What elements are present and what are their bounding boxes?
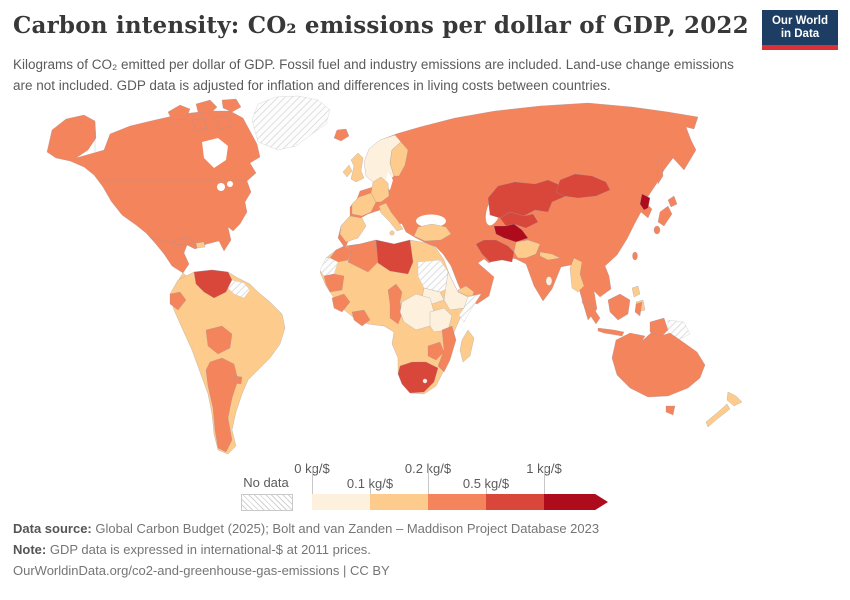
legend-bin-over-1[interactable] xyxy=(544,494,608,510)
legend-bin-0.1-0.2[interactable] xyxy=(370,494,428,510)
country-uk[interactable] xyxy=(350,152,365,183)
country-venezuela[interactable] xyxy=(193,269,233,299)
country-cameroon-congo[interactable] xyxy=(387,283,403,325)
country-zimbabwe[interactable] xyxy=(427,341,445,361)
country-lesotho[interactable] xyxy=(422,378,428,384)
country-libya[interactable] xyxy=(375,239,414,275)
footer-note-label: Note: xyxy=(13,542,47,557)
country-indonesia-java[interactable] xyxy=(597,327,625,337)
country-bolivia[interactable] xyxy=(205,325,233,355)
country-japan-honshu[interactable] xyxy=(657,205,673,227)
country-cuba[interactable] xyxy=(173,237,195,246)
legend-bin-0.2-0.5[interactable] xyxy=(428,494,486,510)
country-iceland[interactable] xyxy=(333,128,350,142)
legend-tickline-0 xyxy=(312,468,313,494)
legend-no-data-swatch[interactable] xyxy=(241,494,293,511)
country-iberia[interactable] xyxy=(339,215,367,243)
country-greenland[interactable] xyxy=(251,95,331,151)
legend-tick-01: 0.1 kg/$ xyxy=(346,476,394,491)
country-japan-kyushu[interactable] xyxy=(653,225,661,235)
country-sakhalin[interactable] xyxy=(656,157,664,185)
legend-tickline-02 xyxy=(428,468,429,494)
country-canada-arctic-3[interactable] xyxy=(221,98,242,113)
country-madagascar[interactable] xyxy=(459,329,475,363)
country-turkey[interactable] xyxy=(413,223,452,242)
footer-note-text: GDP data is expressed in international-$… xyxy=(46,542,371,557)
great-lakes-water xyxy=(217,183,225,191)
legend-tickline-01 xyxy=(370,488,371,494)
great-lakes-water xyxy=(227,181,233,187)
owid-logo[interactable]: Our World in Data xyxy=(762,10,838,50)
footer-data-source: Data source: Global Carbon Budget (2025)… xyxy=(13,521,599,536)
country-iran[interactable] xyxy=(475,239,515,263)
legend-tick-02: 0.2 kg/$ xyxy=(404,461,452,476)
country-canada-arctic-4[interactable] xyxy=(191,117,208,132)
country-finland[interactable] xyxy=(389,141,409,177)
country-germany[interactable] xyxy=(370,176,390,203)
footer-note: Note: GDP data is expressed in internati… xyxy=(13,542,371,557)
country-tasmania[interactable] xyxy=(665,405,676,416)
country-mauritania[interactable] xyxy=(323,273,345,293)
owid-logo-line2: in Data xyxy=(780,28,820,40)
legend-bin-0-0.1[interactable] xyxy=(312,494,370,510)
country-indonesia-borneo[interactable] xyxy=(607,293,631,321)
footer-data-source-label: Data source: xyxy=(13,521,92,536)
country-mongolia[interactable] xyxy=(555,173,611,199)
footer-data-source-text: Global Carbon Budget (2025); Bolt and va… xyxy=(91,521,600,536)
country-uruguay[interactable] xyxy=(233,375,243,385)
legend-tickline-05 xyxy=(486,488,487,494)
chart-subtitle: Kilograms of CO₂ emitted per dollar of G… xyxy=(13,57,734,93)
country-australia[interactable] xyxy=(611,331,706,398)
legend-bin-0.5-1[interactable] xyxy=(486,494,544,510)
country-canada-arctic-5[interactable] xyxy=(213,115,233,130)
country-somalia[interactable] xyxy=(458,293,482,323)
country-indonesia-sulawesi[interactable] xyxy=(634,301,643,317)
country-italy[interactable] xyxy=(378,202,404,232)
country-ecuador[interactable] xyxy=(169,291,187,311)
country-papua-new-guinea[interactable] xyxy=(667,319,691,341)
country-north-korea[interactable] xyxy=(639,193,651,211)
country-ireland[interactable] xyxy=(342,164,353,178)
country-nepal[interactable] xyxy=(539,251,561,261)
legend-no-data-label: No data xyxy=(243,475,289,490)
country-algeria[interactable] xyxy=(345,239,379,273)
legend-tick-05: 0.5 kg/$ xyxy=(462,476,510,491)
chart-title: Carbon intensity: CO₂ emissions per doll… xyxy=(13,12,749,39)
country-indonesia-sumatra[interactable] xyxy=(581,297,601,325)
hudson-bay-water xyxy=(202,138,228,168)
country-myanmar[interactable] xyxy=(569,257,585,293)
country-hispaniola[interactable] xyxy=(195,241,206,249)
country-north-america[interactable] xyxy=(46,110,261,274)
country-canada-arctic-2[interactable] xyxy=(195,99,218,115)
legend-tickline-1 xyxy=(544,468,545,494)
legend-tick-1: 1 kg/$ xyxy=(526,461,562,476)
country-guinea[interactable] xyxy=(331,293,351,313)
country-canada-arctic-1[interactable] xyxy=(167,104,191,121)
country-new-zealand-north[interactable] xyxy=(726,391,743,407)
country-japan-hokkaido[interactable] xyxy=(667,195,678,208)
country-turkmenistan[interactable] xyxy=(493,223,529,243)
owid-logo-line1: Our World xyxy=(771,15,828,27)
footer-url[interactable]: OurWorldinData.org/co2-and-greenhouse-ga… xyxy=(13,563,390,578)
country-taiwan[interactable] xyxy=(632,251,638,261)
country-sicily[interactable] xyxy=(389,230,395,236)
country-south-africa[interactable] xyxy=(397,361,439,394)
country-argentina[interactable] xyxy=(205,357,239,453)
legend-tick-0: 0 kg/$ xyxy=(294,461,330,476)
country-new-zealand-south[interactable] xyxy=(705,403,731,428)
country-ghana-ivory-coast[interactable] xyxy=(351,309,371,327)
country-philippines-luzon[interactable] xyxy=(631,285,641,298)
country-sri-lanka[interactable] xyxy=(545,276,553,286)
country-afghanistan[interactable] xyxy=(513,239,541,259)
legend-color-bar xyxy=(312,494,608,510)
country-guyana-suriname[interactable] xyxy=(227,279,251,299)
black-sea-water xyxy=(416,214,446,228)
